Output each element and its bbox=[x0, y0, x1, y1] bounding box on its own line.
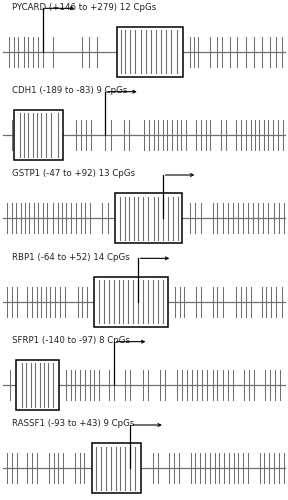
Text: RASSF1 (-93 to +43) 9 CpGs: RASSF1 (-93 to +43) 9 CpGs bbox=[12, 419, 134, 428]
Bar bbox=[92, 444, 141, 494]
Text: CDH1 (-189 to -83) 9 CpGs: CDH1 (-189 to -83) 9 CpGs bbox=[12, 86, 127, 95]
Bar bbox=[94, 276, 168, 326]
Bar bbox=[115, 194, 182, 244]
Text: GSTP1 (-47 to +92) 13 CpGs: GSTP1 (-47 to +92) 13 CpGs bbox=[12, 169, 135, 178]
Text: SFRP1 (-140 to -97) 8 CpGs: SFRP1 (-140 to -97) 8 CpGs bbox=[12, 336, 130, 345]
Text: RBP1 (-64 to +52) 14 CpGs: RBP1 (-64 to +52) 14 CpGs bbox=[12, 252, 129, 262]
Bar bbox=[14, 110, 63, 160]
Bar bbox=[16, 360, 59, 410]
Text: PYCARD (+146 to +279) 12 CpGs: PYCARD (+146 to +279) 12 CpGs bbox=[12, 2, 156, 12]
Bar bbox=[117, 26, 183, 76]
